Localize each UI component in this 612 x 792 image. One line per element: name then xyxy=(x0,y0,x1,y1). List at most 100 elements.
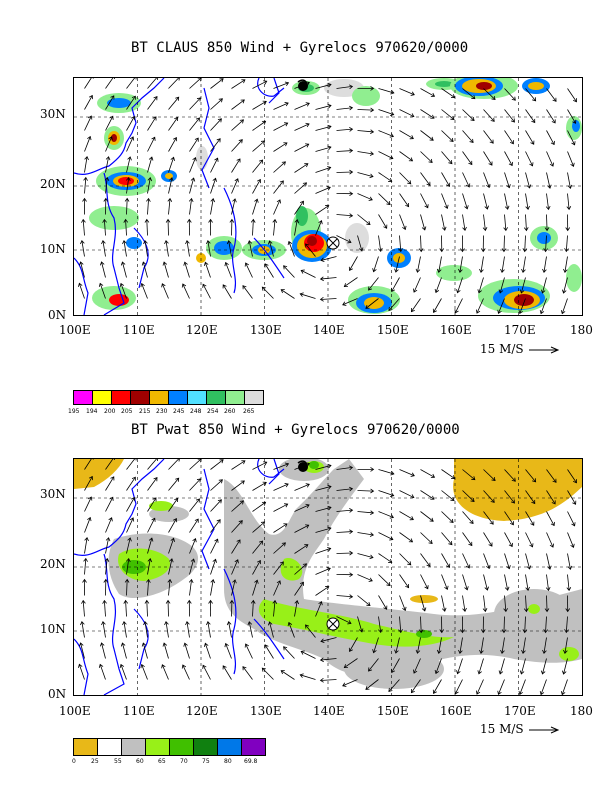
wind-vector xyxy=(520,658,526,675)
wind-vector xyxy=(210,178,217,194)
wind-vector-head xyxy=(261,501,267,506)
wind-vector-head xyxy=(368,577,373,582)
wind-vector xyxy=(264,644,274,659)
wind-vector-head xyxy=(349,191,354,196)
wind-vector xyxy=(210,579,214,596)
wind-vector-head xyxy=(547,565,552,570)
wind-vector xyxy=(300,270,316,278)
graticule xyxy=(74,78,582,315)
wind-vector xyxy=(545,235,547,252)
wind-vector xyxy=(147,96,158,110)
wind-vector-head xyxy=(98,282,104,288)
wind-vector xyxy=(546,88,557,102)
wind-vector-head xyxy=(147,558,153,563)
wind-vector-head xyxy=(190,177,196,182)
wind-vector xyxy=(280,289,295,299)
wind-vector-head xyxy=(186,218,192,223)
wind-vector-head xyxy=(135,459,137,461)
wind-vector-head xyxy=(388,306,393,312)
wind-vector xyxy=(252,140,265,152)
wind-vector xyxy=(163,262,169,278)
wind-vector xyxy=(519,298,526,314)
wind-vector xyxy=(280,670,295,680)
claus-colorbar-swatch xyxy=(92,390,112,405)
wind-vector xyxy=(395,637,400,654)
wind-vector-head xyxy=(194,137,199,142)
wind-vector-head xyxy=(526,184,532,189)
wind-vector-head xyxy=(386,581,391,587)
wind-vector-head xyxy=(300,650,305,655)
wind-vector-head xyxy=(421,607,427,612)
wind-vector-head xyxy=(161,664,166,669)
wind-vector xyxy=(476,679,484,695)
wind-vector xyxy=(504,595,507,612)
wind-vector xyxy=(126,517,134,533)
wind-vector xyxy=(522,256,526,273)
wind-vector xyxy=(546,172,551,189)
wind-vector xyxy=(563,658,568,675)
wind-vector xyxy=(336,595,353,598)
wind-vector-head xyxy=(305,122,310,128)
wind-vector xyxy=(294,219,298,236)
wind-vector-head xyxy=(430,473,436,478)
wind-vector xyxy=(144,621,148,638)
wind-vector-head xyxy=(240,480,245,485)
wind-vector-head xyxy=(129,136,135,141)
wind-vector-head xyxy=(259,159,264,164)
wind-vector xyxy=(168,498,178,512)
wind-vector xyxy=(420,214,426,231)
wind-vector-head xyxy=(358,628,364,633)
wind-vector xyxy=(147,579,149,596)
wind-vector-head xyxy=(391,668,396,674)
wind-vector-head xyxy=(216,519,221,524)
wind-vector-head xyxy=(287,621,293,627)
wind-vector-head xyxy=(343,283,348,288)
wind-vector-head xyxy=(161,283,166,288)
wind-vector-head xyxy=(572,500,577,505)
wind-vector-head xyxy=(522,629,528,634)
wind-vector-head xyxy=(318,220,323,225)
wind-vector xyxy=(242,285,253,299)
claus-colorbar-swatch xyxy=(168,390,188,405)
wind-vector xyxy=(462,511,474,524)
wind-vector xyxy=(294,524,309,533)
wind-vector-head xyxy=(305,524,310,529)
wind-vector-head xyxy=(470,497,475,503)
wind-vector-head xyxy=(208,599,213,604)
wind-vector-head xyxy=(342,682,347,687)
wind-vector xyxy=(567,553,571,570)
wind-vector-head xyxy=(108,136,113,141)
wind-vector-head xyxy=(448,160,453,165)
wind-vector xyxy=(248,240,253,257)
wind-vector-head xyxy=(226,621,232,626)
wind-vector-head xyxy=(210,579,216,584)
wind-vector-head xyxy=(327,166,332,171)
wind-vector xyxy=(168,518,177,533)
lon-label-180: 180 xyxy=(570,704,593,718)
wind-vector xyxy=(294,582,304,596)
wind-vector xyxy=(373,256,379,272)
wind-vector-head xyxy=(441,607,447,612)
wind-vector-head xyxy=(542,649,547,655)
wind-vector-head xyxy=(460,248,465,253)
wind-vector-head xyxy=(539,309,545,315)
pwat-colorbar-swatch xyxy=(193,738,218,756)
wind-vector xyxy=(433,298,442,313)
wind-vector xyxy=(524,235,526,252)
wind-vector xyxy=(81,240,85,257)
wind-vector xyxy=(273,483,289,491)
wind-vector xyxy=(546,109,556,124)
wind-vector xyxy=(320,256,337,261)
wind-vector xyxy=(252,580,258,596)
wind-vector-head xyxy=(124,578,130,583)
claus-colorbar-swatch xyxy=(149,390,169,405)
wind-vector-head xyxy=(549,543,555,548)
wind-vector xyxy=(378,193,391,205)
wind-vector-head xyxy=(349,127,354,132)
wind-vector-head xyxy=(504,205,510,210)
wind-vector xyxy=(399,490,415,498)
wind-vector-head xyxy=(497,690,502,695)
wind-vector xyxy=(435,277,442,293)
wind-vector xyxy=(413,658,421,674)
wind-vector-head xyxy=(192,157,197,162)
